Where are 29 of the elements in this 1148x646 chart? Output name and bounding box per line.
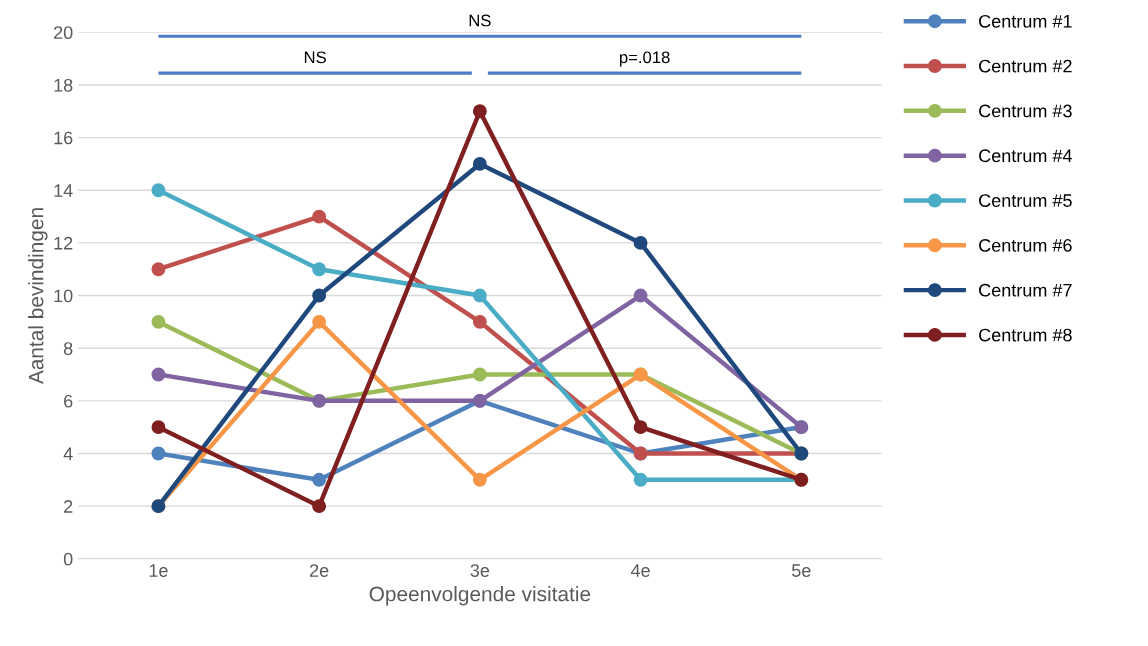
y-tick-label: 6 [64, 394, 73, 408]
legend-label: Centrum #7 [979, 283, 1072, 297]
x-tick-label: 4e [630, 564, 650, 577]
legend-label: Centrum #1 [979, 14, 1072, 28]
y-tick-label: 20 [54, 26, 73, 40]
legend-label: Centrum #3 [979, 104, 1072, 118]
y-tick-label: 4 [63, 447, 73, 461]
annotation: p=.018 [619, 51, 670, 67]
y-tick-label: 12 [54, 236, 73, 250]
x-axis-title: Opeenvolgende visitatie [369, 586, 591, 606]
legend-label: Centrum #8 [979, 328, 1072, 342]
text: NS [469, 14, 491, 27]
x-tick-label: 5e [791, 564, 811, 577]
annotation: NS [304, 51, 326, 64]
y-tick-label: 16 [54, 131, 73, 145]
legend-label: Centrum #6 [979, 239, 1072, 252]
x-tick-label: 2e [310, 564, 329, 577]
y-tick-label: 8 [63, 342, 73, 355]
legend-label: Centrum #4 [979, 149, 1072, 163]
x-tick-label: 1e [149, 564, 168, 577]
y-tick-label: 10 [54, 289, 73, 303]
y-tick-label: 18 [54, 78, 73, 92]
legend-label: Centrum #5 [979, 194, 1072, 207]
y-tick-label: 14 [54, 184, 73, 197]
y-tick-label: 0 [63, 552, 73, 566]
y-axis-title: Aantal bevindingen [28, 208, 48, 385]
legend-label: Centrum #2 [979, 59, 1072, 73]
y-tick-label: 2 [64, 500, 73, 513]
x-tick-label: 3e [470, 564, 490, 577]
